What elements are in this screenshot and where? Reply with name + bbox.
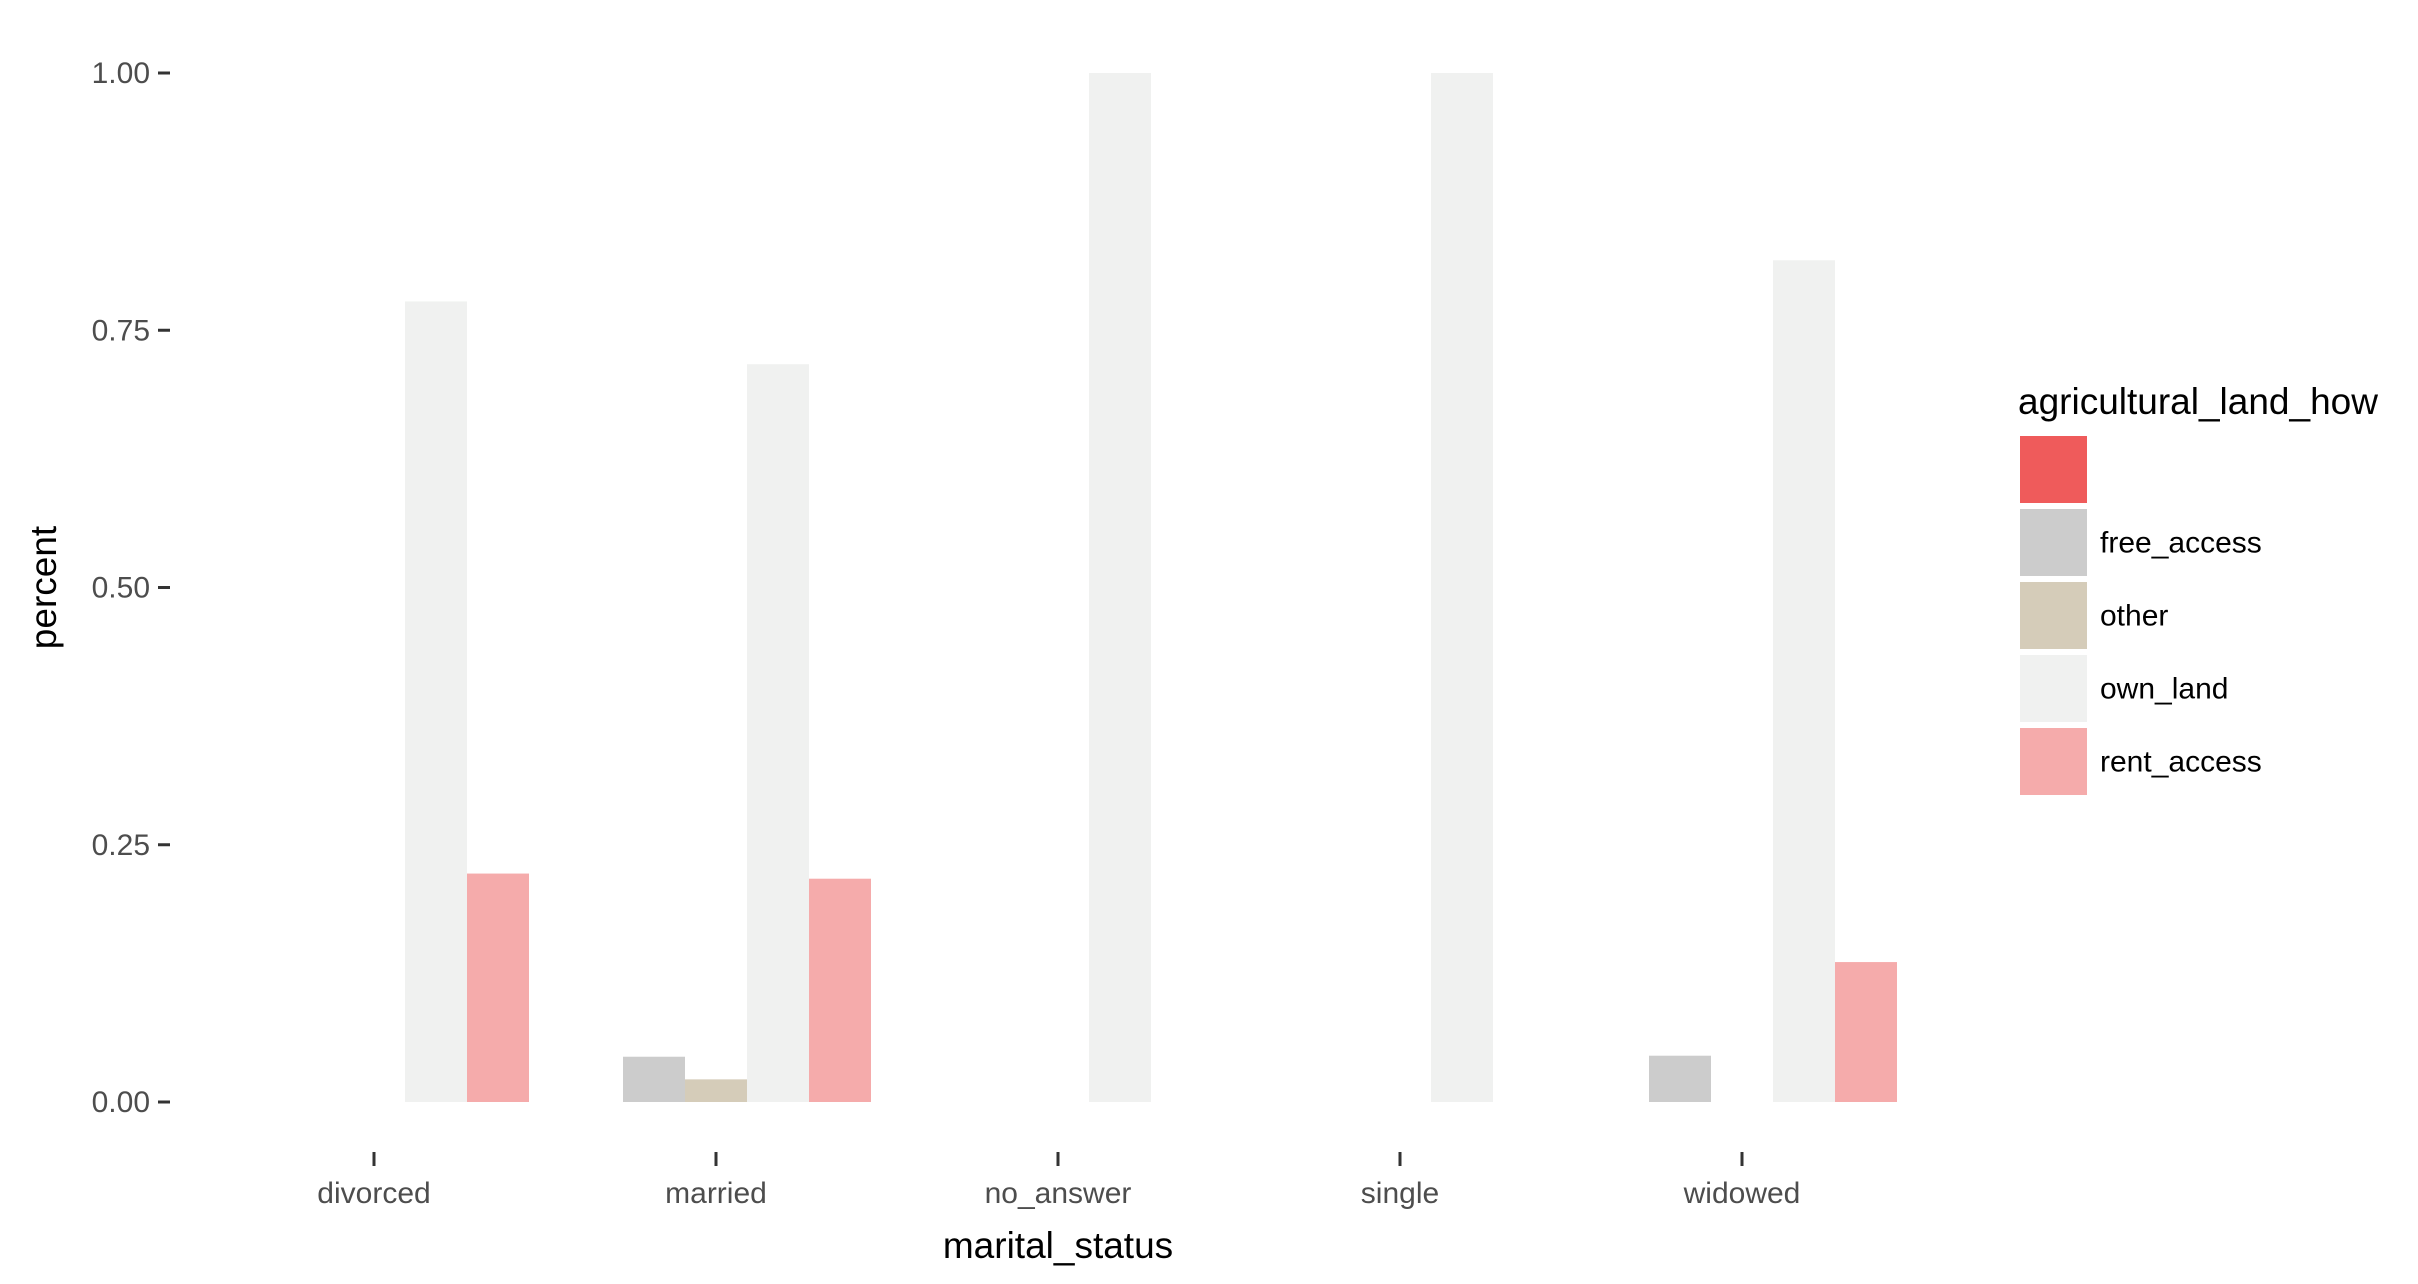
x-tick-label-no_answer: no_answer: [985, 1177, 1132, 1210]
legend-label-free_access: free_access: [2100, 527, 2262, 560]
legend-key-other: [2020, 582, 2087, 649]
x-tick-label-widowed: widowed: [1683, 1177, 1801, 1210]
bar-married-other: [685, 1079, 747, 1102]
bar-widowed-own_land: [1773, 260, 1835, 1102]
bars-group: [405, 73, 1897, 1102]
y-axis: 0.00 0.25 0.50 0.75 1.00: [92, 57, 170, 1119]
legend-key-rent_access: [2020, 728, 2087, 795]
legend-key-own_land: [2020, 655, 2087, 722]
y-axis-title: percent: [23, 525, 64, 649]
bar-married-own_land: [747, 364, 809, 1102]
bar-divorced-own_land: [405, 301, 467, 1102]
y-tick-label: 0.25: [92, 829, 150, 862]
bar-divorced-rent_access: [467, 873, 529, 1102]
bar-married-free_access: [623, 1056, 685, 1102]
y-tick-label: 0.50: [92, 572, 150, 605]
x-axis-title: marital_status: [943, 1225, 1173, 1266]
legend-label-rent_access: rent_access: [2100, 746, 2262, 779]
bar-no_answer-own_land: [1089, 73, 1151, 1102]
legend-title: agricultural_land_how: [2018, 381, 2378, 422]
x-tick-label-married: married: [665, 1177, 767, 1210]
bar-widowed-rent_access: [1835, 962, 1897, 1102]
bar-widowed-free_access: [1649, 1055, 1711, 1102]
x-axis: divorced married no_answer single widowed: [317, 1152, 1800, 1210]
bar-married-rent_access: [809, 878, 871, 1102]
x-tick-label-divorced: divorced: [317, 1177, 430, 1210]
legend-label-other: other: [2100, 600, 2168, 633]
legend-key-free_access: [2020, 509, 2087, 576]
x-tick-label-single: single: [1361, 1177, 1439, 1210]
legend-label-own_land: own_land: [2100, 673, 2228, 706]
y-tick-label: 1.00: [92, 57, 150, 90]
y-tick-label: 0.00: [92, 1086, 150, 1119]
bar-single-own_land: [1431, 73, 1493, 1102]
y-tick-label: 0.75: [92, 314, 150, 347]
legend-key-blank: [2020, 436, 2087, 503]
